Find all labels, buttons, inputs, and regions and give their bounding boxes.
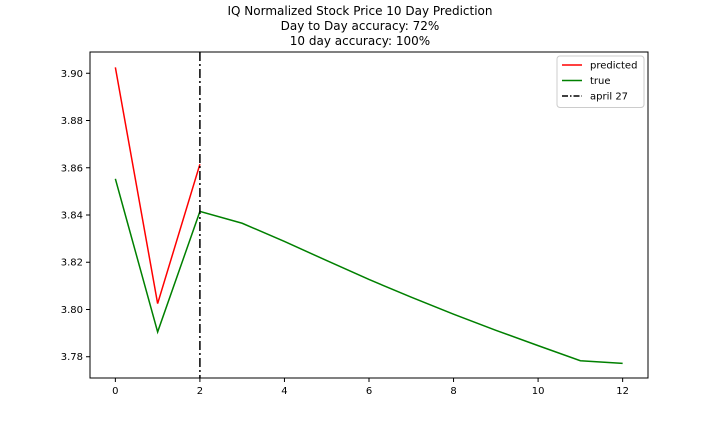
y-tick-label: 3.84 <box>61 211 83 222</box>
legend-label-true: true <box>590 76 611 87</box>
legend-label-april-27: april 27 <box>590 92 628 103</box>
x-tick-label: 0 <box>112 386 118 397</box>
legend-label-predicted: predicted <box>590 61 637 72</box>
chart-title-line-2: Day to Day accuracy: 72% <box>280 19 440 33</box>
chart-title-line-1: IQ Normalized Stock Price 10 Day Predict… <box>227 4 493 18</box>
legend-box <box>556 55 645 108</box>
y-axis: 3.78 3.80 3.82 3.84 3.86 3.88 3.90 <box>61 69 90 363</box>
y-tick-label: 3.86 <box>61 163 83 174</box>
y-tick-label: 3.78 <box>61 352 83 363</box>
chart-title-line-3: 10 day accuracy: 100% <box>289 34 431 48</box>
legend: predicted true april 27 <box>556 55 645 108</box>
x-tick-label: 12 <box>616 386 629 397</box>
y-tick-label: 3.90 <box>61 69 83 80</box>
y-tick-label: 3.82 <box>61 258 83 269</box>
x-tick-label: 2 <box>197 386 203 397</box>
y-tick-label: 3.88 <box>61 116 83 127</box>
series-line-true <box>114 178 623 365</box>
x-axis: 0 2 4 6 8 10 12 <box>112 378 629 397</box>
x-tick-label: 8 <box>450 386 456 397</box>
x-tick-label: 4 <box>281 386 287 397</box>
plot-content <box>114 52 623 378</box>
y-tick-label: 3.80 <box>61 305 83 316</box>
series-line-predicted <box>114 67 201 304</box>
x-tick-label: 10 <box>532 386 545 397</box>
x-tick-label: 6 <box>366 386 372 397</box>
